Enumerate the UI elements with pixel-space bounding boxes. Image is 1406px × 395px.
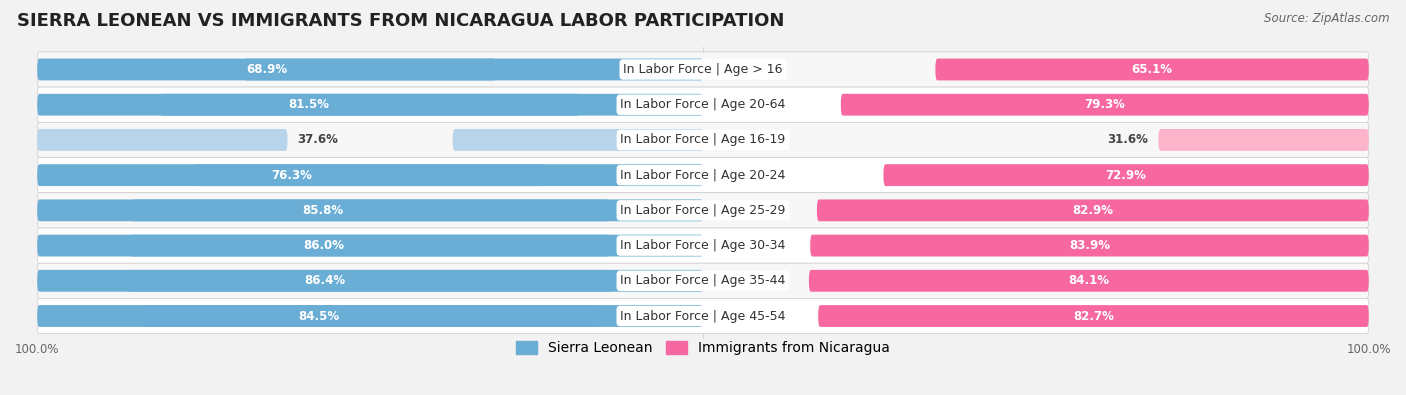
Text: 31.6%: 31.6%: [1108, 134, 1149, 147]
FancyBboxPatch shape: [808, 270, 1369, 292]
FancyBboxPatch shape: [810, 235, 1369, 256]
Text: In Labor Force | Age 20-64: In Labor Force | Age 20-64: [620, 98, 786, 111]
Text: 82.7%: 82.7%: [1073, 310, 1114, 323]
Text: 84.1%: 84.1%: [1069, 274, 1109, 287]
FancyBboxPatch shape: [37, 193, 1369, 228]
Text: SIERRA LEONEAN VS IMMIGRANTS FROM NICARAGUA LABOR PARTICIPATION: SIERRA LEONEAN VS IMMIGRANTS FROM NICARA…: [17, 12, 785, 30]
Text: 83.9%: 83.9%: [1069, 239, 1109, 252]
Text: In Labor Force | Age 25-29: In Labor Force | Age 25-29: [620, 204, 786, 217]
FancyBboxPatch shape: [245, 58, 703, 81]
FancyBboxPatch shape: [37, 199, 609, 221]
FancyBboxPatch shape: [37, 305, 600, 327]
FancyBboxPatch shape: [131, 235, 703, 256]
FancyBboxPatch shape: [37, 122, 1369, 158]
FancyBboxPatch shape: [37, 228, 1369, 263]
FancyBboxPatch shape: [37, 270, 613, 292]
Text: 65.1%: 65.1%: [1132, 63, 1173, 76]
Text: 85.8%: 85.8%: [302, 204, 343, 217]
Text: In Labor Force | Age 20-24: In Labor Force | Age 20-24: [620, 169, 786, 182]
FancyBboxPatch shape: [37, 164, 546, 186]
Text: 86.4%: 86.4%: [304, 274, 346, 287]
FancyBboxPatch shape: [817, 199, 1369, 221]
Text: 84.5%: 84.5%: [298, 310, 339, 323]
FancyBboxPatch shape: [37, 129, 288, 151]
Text: 79.3%: 79.3%: [1084, 98, 1125, 111]
FancyBboxPatch shape: [841, 94, 1369, 116]
FancyBboxPatch shape: [160, 94, 703, 116]
FancyBboxPatch shape: [37, 298, 1369, 334]
Text: 86.0%: 86.0%: [304, 239, 344, 252]
FancyBboxPatch shape: [141, 305, 703, 327]
Text: In Labor Force | Age > 16: In Labor Force | Age > 16: [623, 63, 783, 76]
FancyBboxPatch shape: [37, 158, 1369, 193]
FancyBboxPatch shape: [37, 235, 610, 256]
Text: In Labor Force | Age 35-44: In Labor Force | Age 35-44: [620, 274, 786, 287]
FancyBboxPatch shape: [453, 129, 703, 151]
FancyBboxPatch shape: [132, 199, 703, 221]
Text: 37.6%: 37.6%: [298, 134, 339, 147]
Text: In Labor Force | Age 45-54: In Labor Force | Age 45-54: [620, 310, 786, 323]
FancyBboxPatch shape: [37, 87, 1369, 122]
FancyBboxPatch shape: [37, 263, 1369, 298]
FancyBboxPatch shape: [37, 52, 1369, 87]
FancyBboxPatch shape: [818, 305, 1369, 327]
Text: 72.9%: 72.9%: [1105, 169, 1146, 182]
FancyBboxPatch shape: [883, 164, 1369, 186]
FancyBboxPatch shape: [128, 270, 703, 292]
FancyBboxPatch shape: [37, 58, 496, 81]
Text: 68.9%: 68.9%: [246, 63, 287, 76]
Text: Source: ZipAtlas.com: Source: ZipAtlas.com: [1264, 12, 1389, 25]
FancyBboxPatch shape: [935, 58, 1369, 81]
Text: 81.5%: 81.5%: [288, 98, 329, 111]
FancyBboxPatch shape: [1159, 129, 1369, 151]
Legend: Sierra Leonean, Immigrants from Nicaragua: Sierra Leonean, Immigrants from Nicaragu…: [516, 341, 890, 356]
Text: In Labor Force | Age 30-34: In Labor Force | Age 30-34: [620, 239, 786, 252]
FancyBboxPatch shape: [195, 164, 703, 186]
Text: 76.3%: 76.3%: [271, 169, 312, 182]
FancyBboxPatch shape: [37, 94, 579, 116]
Text: 82.9%: 82.9%: [1073, 204, 1114, 217]
Text: In Labor Force | Age 16-19: In Labor Force | Age 16-19: [620, 134, 786, 147]
